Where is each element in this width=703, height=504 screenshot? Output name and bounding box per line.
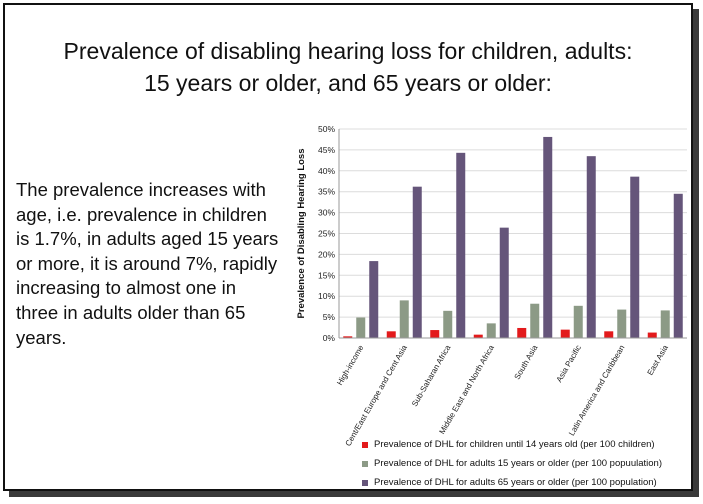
bar [617, 309, 627, 338]
y-tick-label: 25% [318, 229, 335, 239]
bar [499, 227, 509, 338]
y-tick-label: 40% [318, 166, 335, 176]
title-line-1: Prevalence of disabling hearing loss for… [63, 38, 633, 64]
bar [343, 336, 353, 338]
bar [660, 310, 670, 338]
legend-label: Prevalence of DHL for children until 14 … [374, 439, 655, 450]
bar [630, 176, 640, 338]
legend-item: Prevalence of DHL for adults 15 years or… [362, 454, 662, 473]
y-tick-label: 10% [318, 291, 335, 301]
y-axis-label: Prevalence of Disabling Hearing Loss [296, 149, 307, 319]
bar [673, 193, 683, 338]
chart-legend: Prevalence of DHL for children until 14 … [362, 435, 662, 492]
slide: Prevalence of disabling hearing loss for… [3, 3, 693, 491]
bar [530, 303, 540, 338]
x-tick-label: East Asia [646, 343, 671, 377]
bar [456, 152, 466, 338]
bar [486, 323, 496, 338]
bar [356, 317, 366, 338]
legend-label: Prevalence of DHL for adults 65 years or… [374, 477, 657, 488]
y-axis-ticks: 0% 5% 10% 15% 20% 25% 30% 35% 40% 45% 50% [318, 124, 335, 343]
y-tick-label: 20% [318, 249, 335, 259]
chart-bars [343, 136, 683, 338]
bar [560, 329, 570, 338]
legend-swatch [362, 441, 368, 448]
bar [573, 305, 583, 338]
legend-item: Prevalence of DHL for children until 14 … [362, 435, 662, 454]
bar [386, 331, 396, 338]
bar [443, 310, 453, 338]
y-tick-label: 50% [318, 124, 335, 134]
y-tick-label: 5% [323, 312, 336, 322]
bar [412, 186, 422, 338]
bar [604, 331, 614, 338]
legend-label: Prevalence of DHL for adults 15 years or… [374, 458, 662, 469]
bar [473, 334, 483, 338]
bar-chart: 0% 5% 10% 15% 20% 25% 30% 35% 40% 45% 50% High-inc… [296, 124, 687, 448]
y-tick-label: 30% [318, 208, 335, 218]
title-line-2: 15 years or older, and 65 years or older… [144, 70, 552, 96]
bar [430, 330, 440, 338]
bar [647, 332, 657, 338]
bar [586, 156, 596, 338]
legend-swatch [362, 460, 368, 467]
y-tick-label: 15% [318, 270, 335, 280]
chart-grid [339, 128, 687, 318]
x-tick-label: Asia Pacific [555, 344, 583, 384]
legend-item: Prevalence of DHL for adults 65 years or… [362, 473, 662, 492]
bar [369, 261, 379, 338]
y-tick-label: 35% [318, 187, 335, 197]
body-text: The prevalence increases with age, i.e. … [16, 179, 279, 348]
bar [517, 327, 527, 338]
x-tick-label: Sub-Saharan Africa [410, 343, 453, 408]
bar [543, 136, 553, 338]
y-tick-label: 45% [318, 145, 335, 155]
y-tick-label: 0% [323, 333, 336, 343]
x-tick-label: South Asia [513, 343, 540, 381]
slide-title: Prevalence of disabling hearing loss for… [5, 35, 691, 99]
bar [399, 300, 409, 338]
x-tick-label: High-income [335, 343, 366, 387]
legend-swatch [362, 479, 368, 486]
